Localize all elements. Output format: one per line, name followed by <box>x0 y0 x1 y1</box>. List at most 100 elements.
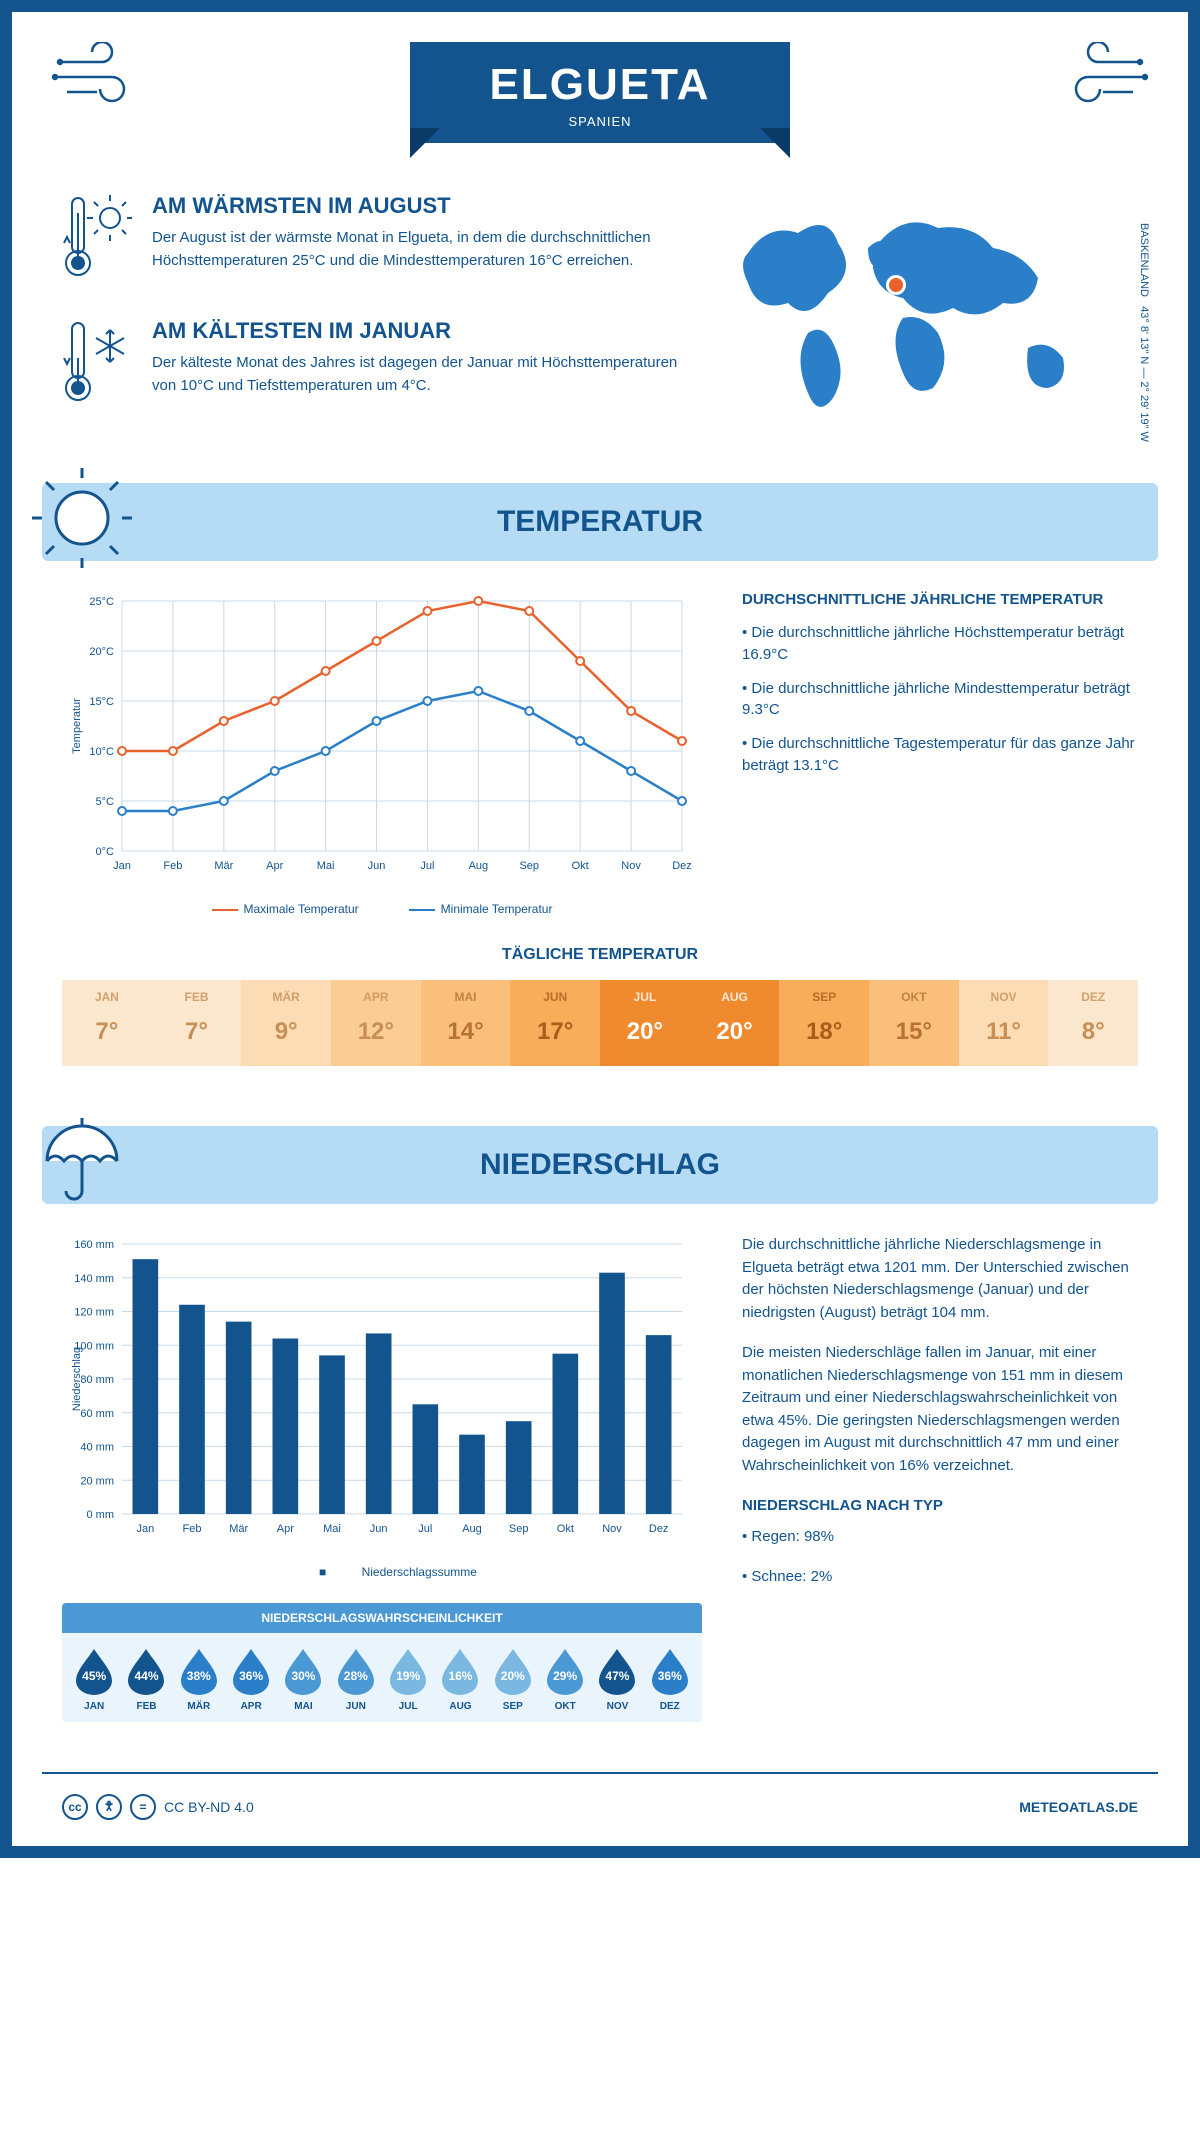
svg-text:40 mm: 40 mm <box>80 1442 114 1454</box>
by-icon: 🯆 <box>96 1794 122 1820</box>
svg-text:20°C: 20°C <box>89 646 114 658</box>
footer: cc 🯆 = CC BY-ND 4.0 METEOATLAS.DE <box>42 1772 1158 1846</box>
svg-text:Feb: Feb <box>163 860 182 872</box>
intro-section: AM WÄRMSTEN IM AUGUST Der August ist der… <box>12 183 1188 473</box>
svg-text:Sep: Sep <box>509 1523 529 1535</box>
probability-drop: 36%DEZ <box>644 1647 696 1712</box>
svg-text:Jul: Jul <box>418 1523 432 1535</box>
prob-title: NIEDERSCHLAGSWAHRSCHEINLICHKEIT <box>62 1603 702 1633</box>
svg-text:60 mm: 60 mm <box>80 1408 114 1420</box>
site-credit: METEOATLAS.DE <box>1019 1799 1138 1815</box>
umbrella-icon <box>32 1111 132 1219</box>
svg-text:25°C: 25°C <box>89 596 114 608</box>
svg-text:Nov: Nov <box>602 1523 622 1535</box>
svg-text:Jan: Jan <box>136 1523 154 1535</box>
probability-drops: 45%JAN44%FEB38%MÄR36%APR30%MAI28%JUN19%J… <box>62 1633 702 1722</box>
facts-column: AM WÄRMSTEN IM AUGUST Der August ist der… <box>62 193 678 443</box>
svg-text:Okt: Okt <box>572 860 589 872</box>
heat-cell: JUL20° <box>600 980 690 1066</box>
probability-drop: 29%OKT <box>539 1647 591 1712</box>
heat-cell: OKT15° <box>869 980 959 1066</box>
coldest-text: Der kälteste Monat des Jahres ist dagege… <box>152 352 678 397</box>
probability-drop: 38%MÄR <box>173 1647 225 1712</box>
svg-text:20 mm: 20 mm <box>80 1475 114 1487</box>
thermometer-snow-icon <box>62 318 132 413</box>
coldest-title: AM KÄLTESTEN IM JANUAR <box>152 318 678 344</box>
svg-text:140 mm: 140 mm <box>74 1273 114 1285</box>
heat-cell: NOV11° <box>959 980 1049 1066</box>
heat-cell: MAI14° <box>421 980 511 1066</box>
svg-text:0°C: 0°C <box>96 846 115 858</box>
svg-text:Aug: Aug <box>469 860 489 872</box>
precip-type-title: NIEDERSCHLAG NACH TYP <box>742 1495 1138 1518</box>
infographic-page: ELGUETA SPANIEN AM WÄRMSTEN IM AUGUST De… <box>0 0 1200 1858</box>
probability-drop: 30%MAI <box>277 1647 329 1712</box>
temperature-line-chart: 0°C5°C10°C15°C20°C25°CJanFebMärAprMaiJun… <box>62 591 702 916</box>
probability-drop: 20%SEP <box>487 1647 539 1712</box>
warmest-text: Der August ist der wärmste Monat in Elgu… <box>152 227 678 272</box>
temperature-section-header: TEMPERATUR <box>42 483 1158 561</box>
cc-icon: cc <box>62 1794 88 1820</box>
svg-text:Jul: Jul <box>420 860 434 872</box>
svg-text:Apr: Apr <box>277 1523 294 1535</box>
svg-text:80 mm: 80 mm <box>80 1374 114 1386</box>
coldest-fact: AM KÄLTESTEN IM JANUAR Der kälteste Mona… <box>62 318 678 413</box>
svg-text:Mär: Mär <box>214 860 233 872</box>
svg-text:Niederschlag: Niederschlag <box>71 1347 83 1411</box>
svg-text:Aug: Aug <box>462 1523 482 1535</box>
heat-cell: DEZ8° <box>1048 980 1138 1066</box>
temperature-title: TEMPERATUR <box>497 505 703 538</box>
svg-text:120 mm: 120 mm <box>74 1307 114 1319</box>
heat-cell: SEP18° <box>779 980 869 1066</box>
heat-cell: MÄR9° <box>241 980 331 1066</box>
precip-body: 0 mm20 mm40 mm60 mm80 mm100 mm120 mm140 … <box>12 1214 1188 1752</box>
world-map-panel: BASKENLAND 43° 8' 13" N — 2° 29' 19" W <box>718 193 1138 443</box>
license-text: CC BY-ND 4.0 <box>164 1799 254 1815</box>
svg-text:Jun: Jun <box>368 860 386 872</box>
title-ribbon: ELGUETA SPANIEN <box>410 42 791 143</box>
nd-icon: = <box>130 1794 156 1820</box>
svg-text:Mär: Mär <box>229 1523 248 1535</box>
world-map-icon <box>718 193 1118 433</box>
svg-text:Temperatur: Temperatur <box>71 698 83 754</box>
svg-text:Sep: Sep <box>519 860 539 872</box>
svg-text:15°C: 15°C <box>89 696 114 708</box>
temp-summary: DURCHSCHNITTLICHE JÄHRLICHE TEMPERATUR •… <box>742 591 1138 916</box>
svg-text:10°C: 10°C <box>89 746 114 758</box>
coordinates: BASKENLAND 43° 8' 13" N — 2° 29' 19" W <box>1138 223 1150 442</box>
license-badges: cc 🯆 = CC BY-ND 4.0 <box>62 1794 254 1820</box>
precip-title: NIEDERSCHLAG <box>480 1148 720 1181</box>
probability-drop: 16%AUG <box>434 1647 486 1712</box>
svg-text:Nov: Nov <box>621 860 641 872</box>
city-name: ELGUETA <box>490 60 711 110</box>
precip-probability-panel: NIEDERSCHLAGSWAHRSCHEINLICHKEIT 45%JAN44… <box>62 1603 702 1722</box>
wind-icon-right <box>1058 42 1148 117</box>
svg-text:0 mm: 0 mm <box>87 1509 115 1521</box>
temperature-body: 0°C5°C10°C15°C20°C25°CJanFebMärAprMaiJun… <box>12 571 1188 1116</box>
svg-text:Mai: Mai <box>317 860 335 872</box>
precip-text: Die durchschnittliche jährliche Niedersc… <box>742 1234 1138 1722</box>
svg-text:Dez: Dez <box>672 860 692 872</box>
sun-icon <box>32 468 132 576</box>
svg-text:Apr: Apr <box>266 860 283 872</box>
daily-temp-title: TÄGLICHE TEMPERATUR <box>62 946 1138 964</box>
daily-temp-heatstrip: JAN7°FEB7°MÄR9°APR12°MAI14°JUN17°JUL20°A… <box>62 980 1138 1066</box>
thermometer-sun-icon <box>62 193 132 288</box>
svg-text:Okt: Okt <box>557 1523 574 1535</box>
svg-text:Mai: Mai <box>323 1523 341 1535</box>
svg-text:160 mm: 160 mm <box>74 1239 114 1251</box>
precip-legend: ■ Niederschlagssumme <box>62 1565 702 1579</box>
probability-drop: 36%APR <box>225 1647 277 1712</box>
svg-text:5°C: 5°C <box>96 796 115 808</box>
probability-drop: 19%JUL <box>382 1647 434 1712</box>
heat-cell: AUG20° <box>690 980 780 1066</box>
heat-cell: JAN7° <box>62 980 152 1066</box>
precip-bar-chart: 0 mm20 mm40 mm60 mm80 mm100 mm120 mm140 … <box>62 1234 702 1554</box>
warmest-fact: AM WÄRMSTEN IM AUGUST Der August ist der… <box>62 193 678 288</box>
precip-section-header: NIEDERSCHLAG <box>42 1126 1158 1204</box>
svg-text:Dez: Dez <box>649 1523 669 1535</box>
probability-drop: 47%NOV <box>591 1647 643 1712</box>
wind-icon-left <box>52 42 142 117</box>
country-name: SPANIEN <box>490 114 711 129</box>
header: ELGUETA SPANIEN <box>12 12 1188 183</box>
